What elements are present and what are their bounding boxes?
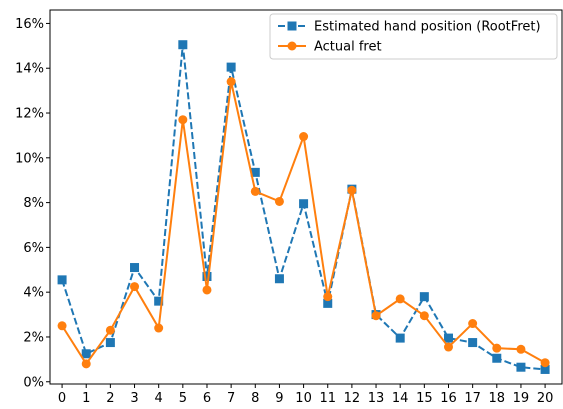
x-tick-label: 18 <box>489 391 506 406</box>
legend-label: Estimated hand position (RootFret) <box>314 20 541 35</box>
y-tick-label: 6% <box>23 241 44 256</box>
legend-marker <box>287 41 297 51</box>
data-point <box>81 349 91 359</box>
data-point <box>323 298 333 308</box>
legend: Estimated hand position (RootFret) Actual… <box>269 13 558 60</box>
x-tick-label: 8 <box>251 391 259 406</box>
x-tick-label: 5 <box>179 391 187 406</box>
x-tick-label: 17 <box>464 391 481 406</box>
data-point <box>395 294 405 304</box>
data-point <box>178 115 188 125</box>
y-axis: 0% 2% 4% 6% 8% 10% 12% 14% 16% <box>15 17 50 390</box>
y-tick-label: 10% <box>15 151 44 166</box>
data-point <box>492 353 502 363</box>
data-point <box>57 321 67 331</box>
data-point <box>299 132 309 142</box>
x-tick-label: 19 <box>513 391 530 406</box>
data-point <box>274 274 284 284</box>
data-point <box>443 342 453 352</box>
y-tick-label: 12% <box>15 107 44 122</box>
x-tick-label: 12 <box>344 391 361 406</box>
x-tick-label: 6 <box>203 391 211 406</box>
data-point <box>105 325 115 335</box>
x-tick-label: 20 <box>537 391 554 406</box>
legend-label: Actual fret <box>314 40 382 55</box>
x-tick-label: 9 <box>275 391 283 406</box>
legend-box <box>269 13 558 60</box>
data-point <box>154 296 164 306</box>
x-axis: 0 1 2 3 4 5 6 7 8 9 10 11 12 13 14 15 16 17 18 19 20 <box>58 384 553 406</box>
data-point <box>130 282 140 292</box>
data-point <box>323 292 333 302</box>
legend-marker <box>287 21 297 31</box>
y-tick-label: 16% <box>15 17 44 32</box>
y-tick-label: 14% <box>15 62 44 77</box>
x-tick-label: 2 <box>106 391 114 406</box>
data-point <box>105 338 115 348</box>
x-tick-label: 15 <box>416 391 433 406</box>
data-point <box>468 338 478 348</box>
x-tick-label: 3 <box>130 391 138 406</box>
x-tick-label: 11 <box>319 391 336 406</box>
data-point <box>540 364 550 374</box>
x-tick-label: 1 <box>82 391 90 406</box>
data-point <box>443 333 453 343</box>
data-point <box>468 319 478 329</box>
x-tick-label: 16 <box>440 391 457 406</box>
data-point <box>202 272 212 282</box>
x-tick-label: 10 <box>295 391 312 406</box>
data-point <box>347 185 357 195</box>
data-point <box>516 362 526 372</box>
x-tick-label: 14 <box>392 391 409 406</box>
plot-area <box>49 9 563 385</box>
data-point <box>371 311 381 321</box>
data-point <box>154 323 164 333</box>
data-point <box>492 343 502 353</box>
data-point <box>226 77 236 87</box>
data-point <box>419 311 429 321</box>
plot-frame <box>49 9 563 385</box>
y-tick-label: 0% <box>23 375 44 390</box>
y-tick-label: 4% <box>23 286 44 301</box>
data-point <box>516 344 526 354</box>
data-point <box>57 275 67 285</box>
data-point <box>274 196 284 206</box>
data-point <box>81 359 91 369</box>
series-1 <box>57 77 550 369</box>
data-point <box>250 167 260 177</box>
data-point <box>178 40 188 50</box>
data-point <box>250 186 260 196</box>
y-tick-label: 8% <box>23 196 44 211</box>
y-tick-label: 2% <box>23 330 44 345</box>
series-layer <box>57 40 550 374</box>
data-point <box>130 263 140 273</box>
data-point <box>202 285 212 295</box>
data-point <box>395 333 405 343</box>
data-point <box>299 199 309 209</box>
data-point <box>419 292 429 302</box>
x-tick-label: 0 <box>58 391 66 406</box>
data-point <box>226 62 236 72</box>
x-tick-label: 13 <box>368 391 385 406</box>
x-tick-label: 7 <box>227 391 235 406</box>
x-tick-label: 4 <box>155 391 163 406</box>
series-0 <box>57 40 550 374</box>
data-point <box>540 358 550 368</box>
